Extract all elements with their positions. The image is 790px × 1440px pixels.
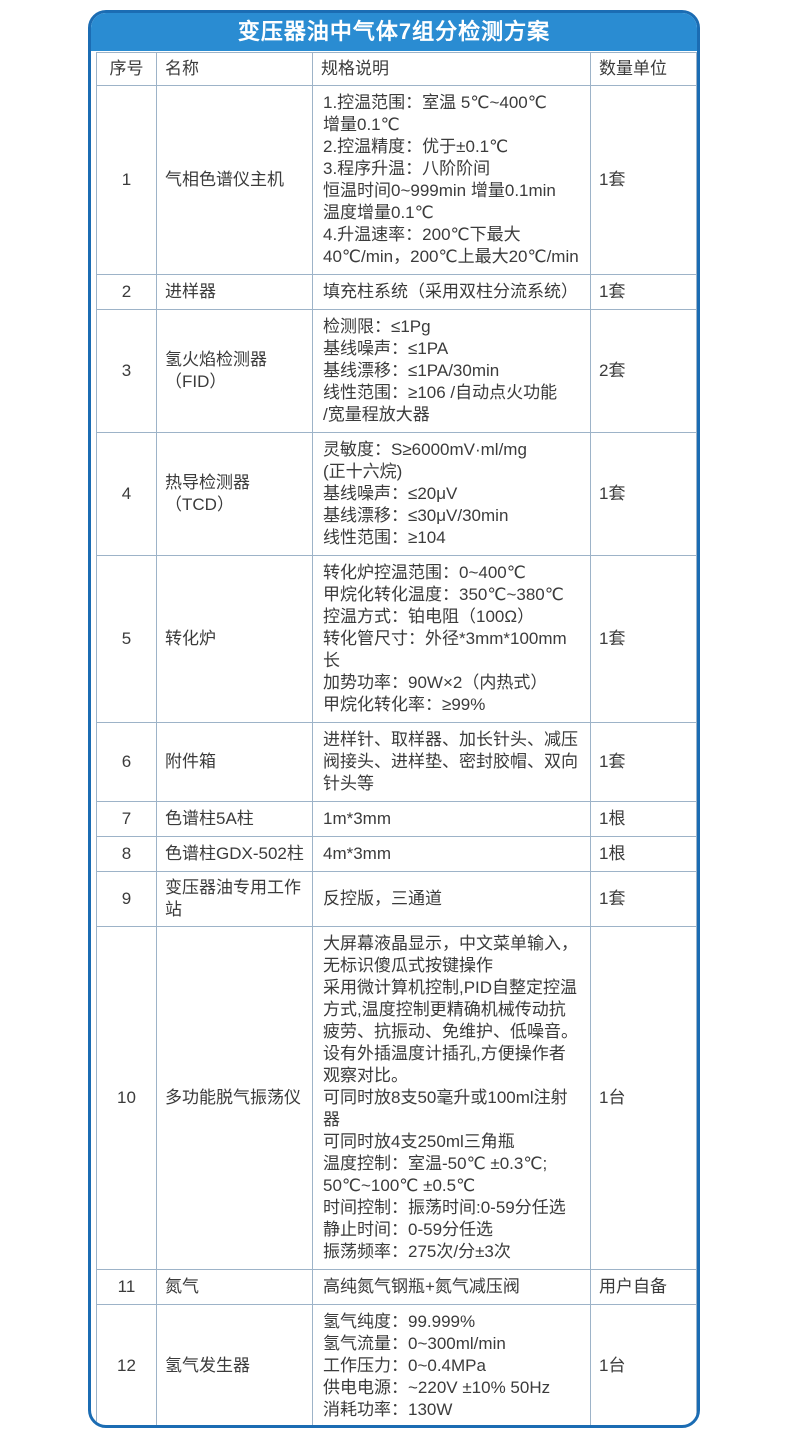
page-title: 变压器油中气体7组分检测方案 bbox=[91, 13, 697, 51]
row-no-cell: 7 bbox=[96, 801, 157, 837]
row-qty-cell: 1套 bbox=[590, 871, 697, 927]
row-spec-cell: 4m*3mm bbox=[312, 836, 591, 872]
row-spec-cell: 进样针、取样器、加长针头、减压阀接头、进样垫、密封胶帽、双向针头等 bbox=[312, 722, 591, 802]
spec-card: 变压器油中气体7组分检测方案 序号 名称 规格说明 数量单位 1 气相色谱仪主机 1… bbox=[88, 10, 700, 1428]
row-spec-cell: 输出流量：0~2000ml/min 输出压力：0~0.4MPa 工作噪音：＜40… bbox=[313, 1428, 591, 1429]
row-spec-cell: 1m*3mm bbox=[312, 801, 591, 837]
column-header-name: 名称 bbox=[156, 52, 313, 86]
row-qty-cell: 用户自备 bbox=[590, 1269, 697, 1305]
table-row: 2 进样器 填充柱系统（采用双柱分流系统） 1套 bbox=[96, 274, 697, 310]
row-no-cell: 13 bbox=[97, 1428, 157, 1429]
column-header-spec: 规格说明 bbox=[312, 52, 591, 86]
header-row: 序号 名称 规格说明 数量单位 bbox=[96, 52, 697, 86]
row-qty-cell: 1根 bbox=[590, 836, 697, 872]
table-row: 5 转化炉 转化炉控温范围：0~400℃ 甲烷化转化温度：350℃~380℃ 控温方… bbox=[96, 555, 697, 723]
row-qty-cell: 1套 bbox=[590, 274, 697, 310]
table-row: 6 附件箱 进样针、取样器、加长针头、减压阀接头、进样垫、密封胶帽、双向针头等 1套 bbox=[96, 722, 697, 802]
row-qty-cell: 1套 bbox=[590, 722, 697, 802]
table-row: 8 色谱柱GDX-502柱 4m*3mm 1根 bbox=[96, 836, 697, 872]
row-name-cell: 色谱柱GDX-502柱 bbox=[156, 836, 313, 872]
row-name-cell: 气相色谱仪主机 bbox=[156, 85, 313, 275]
row-name-cell: 附件箱 bbox=[156, 722, 313, 802]
row-no-cell: 5 bbox=[96, 555, 157, 723]
row-no-cell: 10 bbox=[96, 926, 157, 1270]
row-spec-cell: 氢气纯度：99.999% 氢气流量：0~300ml/min 工作压力：0~0.4… bbox=[312, 1304, 591, 1425]
row-spec-cell: 高纯氮气钢瓶+氮气减压阀 bbox=[312, 1269, 591, 1305]
row-no-cell: 8 bbox=[96, 836, 157, 872]
row-qty-cell: 2套 bbox=[590, 309, 697, 433]
row-name-cell: 氢火焰检测器（FID） bbox=[156, 309, 313, 433]
row-name-cell: 空气发生器 bbox=[157, 1428, 313, 1429]
row-spec-cell: 反控版，三通道 bbox=[312, 871, 591, 927]
row-name-cell: 多功能脱气振荡仪 bbox=[156, 926, 313, 1270]
row-spec-cell: 填充柱系统（采用双柱分流系统） bbox=[312, 274, 591, 310]
row-no-cell: 11 bbox=[96, 1269, 157, 1305]
column-header-qty: 数量单位 bbox=[590, 52, 697, 86]
row-qty-cell: 1台 bbox=[590, 1304, 697, 1425]
row-qty-cell: 1套 bbox=[590, 555, 697, 723]
row-qty-cell: 1台 bbox=[590, 926, 697, 1270]
table-row: 7 色谱柱5A柱 1m*3mm 1根 bbox=[96, 801, 697, 837]
row-name-cell: 氢气发生器 bbox=[156, 1304, 313, 1425]
row-name-cell: 氮气 bbox=[156, 1269, 313, 1305]
row-no-cell: 4 bbox=[96, 432, 157, 556]
row-name-cell: 变压器油专用工作站 bbox=[156, 871, 313, 927]
row-qty-cell: 1套 bbox=[590, 432, 697, 556]
row-qty-cell: 1套 bbox=[590, 85, 697, 275]
row-no-cell: 9 bbox=[96, 871, 157, 927]
row-no-cell: 12 bbox=[96, 1304, 157, 1425]
row-spec-cell: 转化炉控温范围：0~400℃ 甲烷化转化温度：350℃~380℃ 控温方式：铂电… bbox=[312, 555, 591, 723]
spec-table: 序号 名称 规格说明 数量单位 1 气相色谱仪主机 1.控温范围：室温 5℃~400… bbox=[96, 52, 697, 1429]
table-row: 11 氮气 高纯氮气钢瓶+氮气减压阀 用户自备 bbox=[96, 1269, 697, 1305]
row-spec-cell: 大屏幕液晶显示，中文菜单输入， 无标识傻瓜式按键操作 采用微计算机控制,PID自… bbox=[312, 926, 591, 1270]
row-no-cell: 2 bbox=[96, 274, 157, 310]
row-no-cell: 1 bbox=[96, 85, 157, 275]
row-qty-cell: 1根 bbox=[590, 801, 697, 837]
table-row: 12 氢气发生器 氢气纯度：99.999% 氢气流量：0~300ml/min 工作压… bbox=[96, 1304, 697, 1425]
row-name-cell: 色谱柱5A柱 bbox=[156, 801, 313, 837]
table-row: 3 氢火焰检测器（FID） 检测限：≤1Pg 基线噪声：≤1PA 基线漂移：≤1PA… bbox=[96, 309, 697, 433]
row-no-cell: 6 bbox=[96, 722, 157, 802]
table-row: 10 多功能脱气振荡仪 大屏幕液晶显示，中文菜单输入， 无标识傻瓜式按键操作 采用微… bbox=[96, 926, 697, 1270]
row-spec-cell: 检测限：≤1Pg 基线噪声：≤1PA 基线漂移：≤1PA/30min 线性范围：… bbox=[312, 309, 591, 433]
table-row: 1 气相色谱仪主机 1.控温范围：室温 5℃~400℃ 增量0.1℃ 2.控温精度：… bbox=[96, 85, 697, 275]
table-row: 9 变压器油专用工作站 反控版，三通道 1套 bbox=[96, 871, 697, 927]
row-spec-cell: 灵敏度：S≥6000mV·ml/mg (正十六烷) 基线噪声：≤20μV 基线漂… bbox=[312, 432, 591, 556]
row-name-cell: 进样器 bbox=[156, 274, 313, 310]
row-qty-cell: 1台 bbox=[591, 1428, 697, 1429]
table-row: 13空气发生器输出流量：0~2000ml/min 输出压力：0~0.4MPa 工… bbox=[97, 1428, 697, 1429]
table-body: 1 气相色谱仪主机 1.控温范围：室温 5℃~400℃ 增量0.1℃ 2.控温精度：… bbox=[96, 85, 697, 1429]
row-spec-cell: 1.控温范围：室温 5℃~400℃ 增量0.1℃ 2.控温精度：优于±0.1℃ … bbox=[312, 85, 591, 275]
row-no-cell: 3 bbox=[96, 309, 157, 433]
row-name-cell: 热导检测器（TCD） bbox=[156, 432, 313, 556]
column-header-no: 序号 bbox=[96, 52, 157, 86]
table-row: 4 热导检测器（TCD） 灵敏度：S≥6000mV·ml/mg (正十六烷) 基线噪… bbox=[96, 432, 697, 556]
row-name-cell: 转化炉 bbox=[156, 555, 313, 723]
table-header: 序号 名称 规格说明 数量单位 bbox=[96, 52, 697, 86]
